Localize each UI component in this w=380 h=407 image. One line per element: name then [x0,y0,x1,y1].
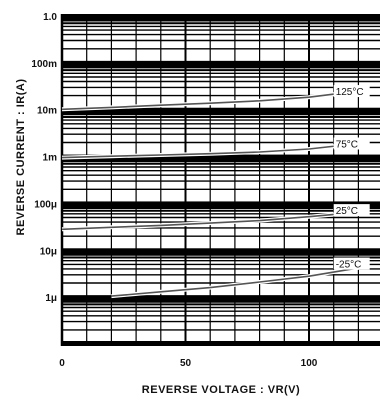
x-axis-label: REVERSE VOLTAGE : VR(V) [142,384,300,396]
chart-curves: 125°C 75°C 25°C -25°C [61,85,370,299]
series-label: 75°C [336,140,358,151]
y-axis-label: REVERSE CURRENT : IR(A) [15,79,27,236]
series-label: 25°C [336,206,358,217]
y-tick-label: 10μ [40,246,57,257]
series-label-bg [333,257,370,270]
series-label: -25°C [336,260,362,271]
decade-band [62,248,380,255]
x-tick-label: 100 [301,358,318,369]
y-tick-label: 10m [37,106,57,117]
decade-band [62,154,380,161]
bottom-band [62,341,380,346]
decade-band [62,295,380,302]
y-tick-label: 1m [43,153,58,164]
x-tick-label: 0 [59,358,65,369]
series-label-bg [333,85,370,98]
series-label-bg [333,204,370,217]
decade-band [62,60,380,67]
x-tick-label: 50 [180,358,192,369]
series-label: 125°C [336,87,364,98]
series-line [111,267,359,297]
series-line [61,211,359,231]
y-tick-label: 100μ [34,199,57,210]
series-label-bg [333,137,370,150]
chart-ticks: 1.0 100m 10m 1m 100μ 10μ 1μ 0 50 100 [31,12,317,369]
series-line [61,142,359,159]
y-tick-label: 1.0 [43,12,57,23]
decade-band [62,201,380,208]
decade-band [62,14,380,20]
series-line [61,90,359,111]
decade-band [62,107,380,114]
y-tick-label: 100m [31,59,57,70]
y-tick-label: 1μ [45,293,57,304]
